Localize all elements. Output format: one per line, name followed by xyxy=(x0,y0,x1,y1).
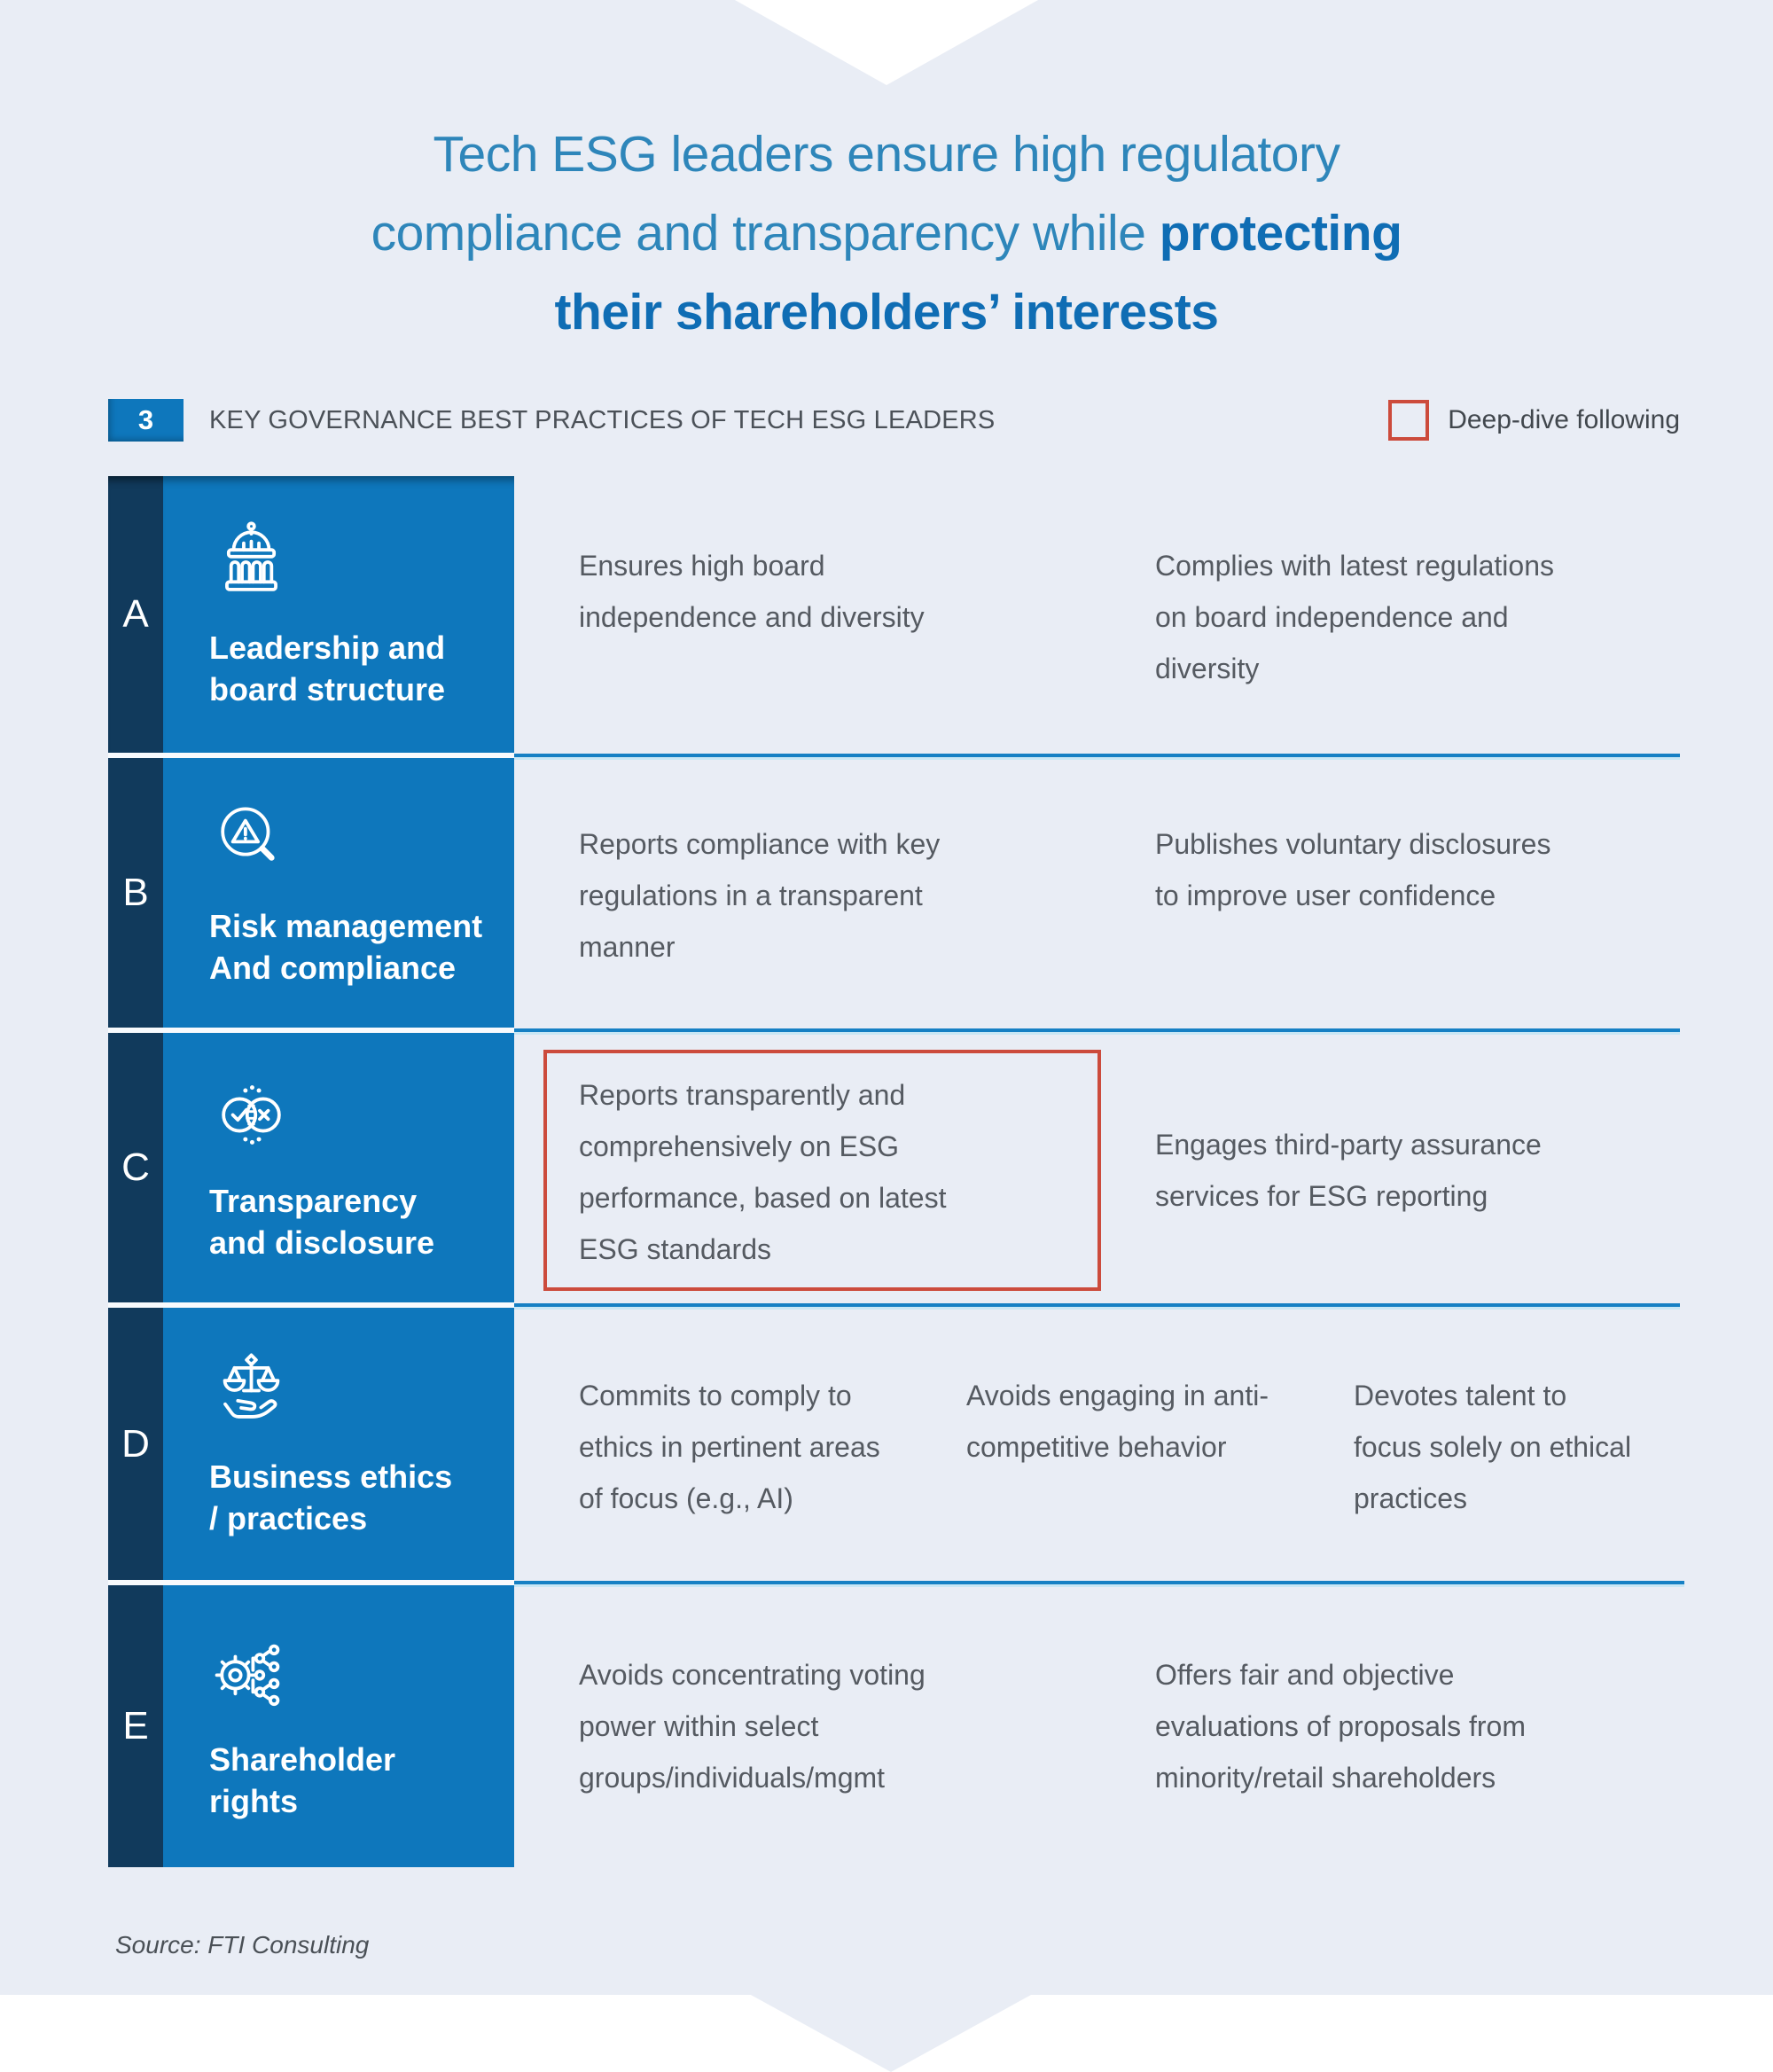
row-letter: C xyxy=(108,1033,163,1308)
row-category-label: Transparency and disclosure xyxy=(209,1182,435,1261)
item-text: Ensures high board independence and dive… xyxy=(579,550,925,633)
item-cell: Engages third-party assurance services f… xyxy=(1155,1119,1669,1222)
item-cell: Ensures high board independence and dive… xyxy=(579,540,1155,643)
row-letter: A xyxy=(108,476,163,758)
best-practices-table: A Leadership an xyxy=(108,476,1684,1867)
row-letter: B xyxy=(108,758,163,1033)
item-cell: Devotes talent to focus solely on ethica… xyxy=(1354,1370,1684,1524)
item-text: Reports transparently and comprehensivel… xyxy=(579,1079,947,1265)
row-category-label: Business ethics / practices xyxy=(209,1458,453,1536)
title-line-1: Tech ESG leaders ensure high regulatory xyxy=(433,126,1340,183)
item-text: Engages third-party assurance services f… xyxy=(1155,1129,1542,1212)
deep-dive-legend-label: Deep-dive following xyxy=(1448,405,1680,434)
section-title: KEY GOVERNANCE BEST PRACTICES OF TECH ES… xyxy=(209,405,996,434)
item-cell: Publishes voluntary disclosures to impro… xyxy=(1155,818,1669,921)
section-header: 3 KEY GOVERNANCE BEST PRACTICES OF TECH … xyxy=(108,399,1680,442)
deep-dive-highlight-box: Reports transparently and comprehensivel… xyxy=(543,1050,1101,1291)
item-cell: Commits to comply to ethics in pertinent… xyxy=(579,1370,966,1524)
item-cell: Complies with latest regulations on boar… xyxy=(1155,540,1669,694)
ethics-scales-icon xyxy=(209,1349,293,1433)
row-category-label: Leadership and board structure xyxy=(209,629,446,708)
top-chevron-decoration xyxy=(735,0,1038,85)
row-category-cell: Leadership and board structure xyxy=(163,476,514,758)
deep-dive-legend: Deep-dive following xyxy=(1388,400,1680,441)
risk-magnifier-icon xyxy=(209,798,293,882)
row-category-cell: Shareholder rights xyxy=(163,1585,514,1867)
item-text: Avoids engaging in anti- competitive beh… xyxy=(966,1380,1269,1463)
item-text: Publishes voluntary disclosures to impro… xyxy=(1155,828,1551,911)
item-text: Devotes talent to focus solely on ethica… xyxy=(1354,1380,1632,1514)
row-items: Reports compliance with key regulations … xyxy=(514,758,1680,1035)
item-text: Complies with latest regulations on boar… xyxy=(1155,550,1554,684)
page-title: Tech ESG leaders ensure high regulatory … xyxy=(0,115,1773,352)
item-text: Reports compliance with key regulations … xyxy=(579,828,941,963)
item-cell: Avoids engaging in anti- competitive beh… xyxy=(966,1370,1354,1473)
item-cell: Reports transparently and comprehensivel… xyxy=(543,1050,1155,1291)
row-letter: D xyxy=(108,1308,163,1585)
item-text: Avoids concentrating voting power within… xyxy=(579,1659,926,1794)
row-items: Ensures high board independence and dive… xyxy=(514,476,1680,760)
government-building-icon xyxy=(209,520,293,604)
gear-network-icon xyxy=(209,1631,293,1716)
item-text: Offers fair and objective evaluations of… xyxy=(1155,1659,1526,1794)
item-text: Commits to comply to ethics in pertinent… xyxy=(579,1380,880,1514)
row-category-cell: Business ethics / practices xyxy=(163,1308,514,1585)
table-row-ethics: D Business ethi xyxy=(108,1308,1684,1587)
table-row-leadership: A Leadership an xyxy=(108,476,1680,760)
row-category-cell: Transparency and disclosure xyxy=(163,1033,514,1308)
table-row-shareholder: E xyxy=(108,1585,1680,1867)
section-number-badge: 3 xyxy=(108,399,184,442)
title-line-2: compliance and transparency while protec… xyxy=(371,205,1402,262)
item-cell: Offers fair and objective evaluations of… xyxy=(1155,1649,1669,1803)
deep-dive-legend-box-icon xyxy=(1388,400,1430,441)
table-row-transparency: C xyxy=(108,1033,1680,1310)
source-note: Source: FTI Consulting xyxy=(115,1931,370,1959)
table-row-risk: B Risk management And compliance Reports… xyxy=(108,758,1680,1035)
item-cell: Avoids concentrating voting power within… xyxy=(579,1649,1155,1803)
row-items: Avoids concentrating voting power within… xyxy=(514,1585,1680,1867)
row-items: Reports transparently and comprehensivel… xyxy=(514,1033,1680,1310)
row-category-cell: Risk management And compliance xyxy=(163,758,514,1033)
row-items: Commits to comply to ethics in pertinent… xyxy=(514,1308,1684,1587)
row-category-label: Shareholder rights xyxy=(209,1740,396,1819)
section-header-left: 3 KEY GOVERNANCE BEST PRACTICES OF TECH … xyxy=(108,399,995,442)
title-line-3: their shareholders’ interests xyxy=(554,284,1219,340)
row-letter: E xyxy=(108,1585,163,1867)
item-cell: Reports compliance with key regulations … xyxy=(579,818,1155,973)
venn-transparency-icon xyxy=(209,1073,293,1157)
row-category-label: Risk management And compliance xyxy=(209,907,483,986)
